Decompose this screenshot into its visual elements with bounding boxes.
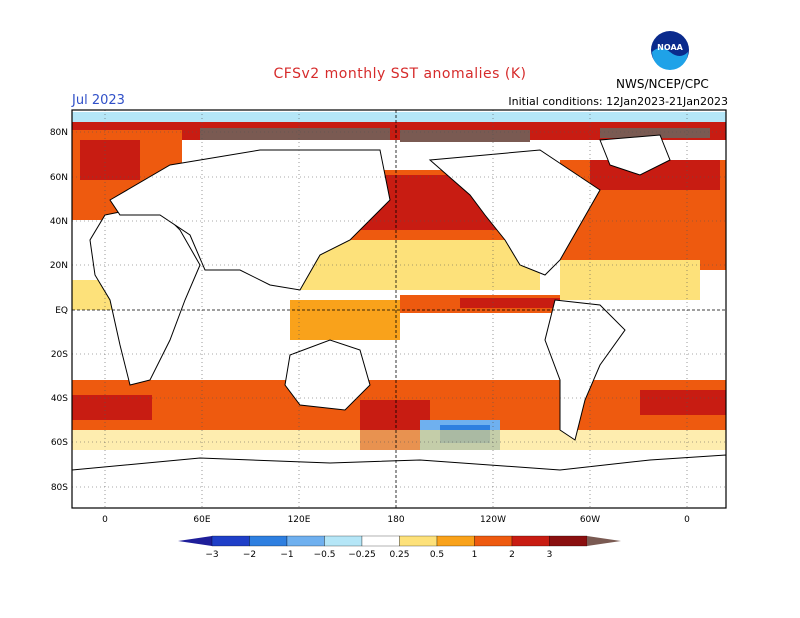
colorbar-label: 2 — [509, 550, 515, 560]
lon-label: 180 — [387, 515, 404, 525]
colorbar-arrow-low — [178, 536, 212, 546]
colorbar-swatch — [399, 535, 438, 547]
org-label: NWS/NCEP/CPC — [616, 77, 709, 91]
forecast-month: Jul 2023 — [72, 93, 125, 108]
lon-label: 60W — [580, 515, 600, 525]
colorbar-swatch — [436, 535, 475, 547]
lat-label: EQ — [55, 306, 68, 316]
lat-label: 60S — [51, 438, 68, 448]
colorbar-swatch — [549, 535, 588, 547]
lat-label: 40S — [51, 394, 68, 404]
lat-label: 20S — [51, 350, 68, 360]
colorbar-swatch — [211, 535, 250, 547]
colorbar-swatch — [474, 535, 513, 547]
colorbar-swatch — [511, 535, 550, 547]
lat-label: 20N — [50, 261, 68, 271]
lat-label: 60N — [50, 173, 68, 183]
colorbar: −3 −2 −1 −0.5 −0.25 0.25 0.5 1 2 3 — [178, 535, 621, 560]
lon-label: 120W — [480, 515, 506, 525]
lon-label: 120E — [288, 515, 311, 525]
map-title: CFSv2 monthly SST anomalies (K) — [273, 66, 527, 82]
lon-axis: 0 60E 120E 180 120W 60W 0 — [102, 515, 690, 525]
colorbar-swatch — [361, 535, 400, 547]
colorbar-swatch — [324, 535, 363, 547]
colorbar-label: −0.5 — [314, 550, 336, 560]
colorbar-arrow-high — [587, 536, 621, 546]
colorbar-swatch — [249, 535, 288, 547]
svg-text:NOAA: NOAA — [657, 43, 683, 52]
lat-label: 80S — [51, 483, 68, 493]
colorbar-swatch — [286, 535, 325, 547]
lon-label: 0 — [102, 515, 108, 525]
lon-label: 0 — [684, 515, 690, 525]
colorbar-label: −0.25 — [348, 550, 376, 560]
colorbar-label: −2 — [243, 550, 256, 560]
lat-axis: 80N 60N 40N 20N EQ 20S 40S 60S 80S — [50, 128, 68, 493]
lon-label: 60E — [193, 515, 210, 525]
lat-label: 80N — [50, 128, 68, 138]
colorbar-label: −1 — [280, 550, 293, 560]
colorbar-label: 1 — [472, 550, 478, 560]
colorbar-label: 0.5 — [430, 550, 444, 560]
colorbar-label: −3 — [205, 550, 218, 560]
colorbar-label: 3 — [547, 550, 553, 560]
colorbar-label: 0.25 — [389, 550, 409, 560]
lat-label: 40N — [50, 217, 68, 227]
noaa-logo-icon: NOAA — [651, 31, 689, 70]
initial-conditions: Initial conditions: 12Jan2023-21Jan2023 — [508, 95, 728, 108]
